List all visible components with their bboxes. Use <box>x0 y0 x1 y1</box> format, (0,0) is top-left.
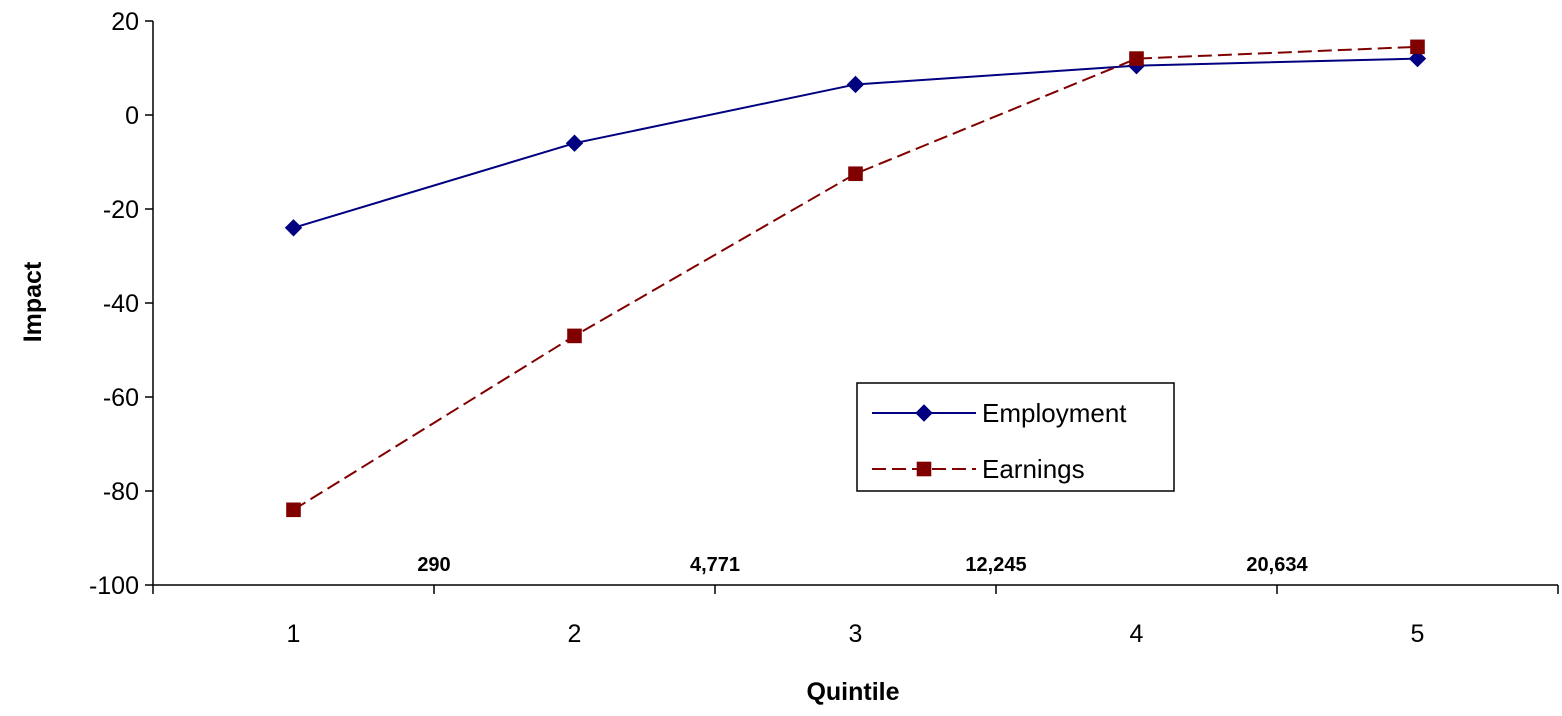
y-tick-label: 0 <box>125 102 139 130</box>
x-tick-label: 3 <box>849 620 863 648</box>
employment-point <box>565 134 584 152</box>
boundary-label: 12,245 <box>965 554 1026 576</box>
x-tick-label: 5 <box>1411 620 1425 648</box>
y-tick-label: -80 <box>103 478 139 506</box>
y-axis-title: Impact <box>19 261 47 342</box>
earnings-line <box>292 45 1418 511</box>
y-axis-ticks: 20 0 -20 -40 -60 -80 -100 <box>89 8 153 600</box>
y-tick-label: 20 <box>111 8 139 36</box>
x-tick-label: 4 <box>1130 620 1144 648</box>
employment-point <box>1408 49 1427 68</box>
y-tick-label: -60 <box>103 384 139 412</box>
boundary-label: 4,771 <box>690 554 740 576</box>
earnings-point <box>286 502 301 518</box>
legend-box <box>856 382 1175 492</box>
earnings-point <box>567 328 582 344</box>
legend-earnings-marker <box>916 461 932 477</box>
y-tick-label: -20 <box>103 196 139 224</box>
x-axis-title: Quintile <box>806 678 899 706</box>
legend-item-employment: Employment <box>872 398 1127 428</box>
boundary-label: 20,634 <box>1246 554 1308 576</box>
x-tick-label: 2 <box>568 620 582 648</box>
x-tick-label: 1 <box>287 620 301 648</box>
series-employment <box>284 49 1427 237</box>
earnings-point <box>848 166 863 182</box>
legend-employment-marker <box>915 404 933 422</box>
employment-point <box>846 75 865 94</box>
earnings-point <box>1129 51 1144 66</box>
employment-point <box>284 219 303 237</box>
chart-legend: Employment Earnings <box>856 382 1175 492</box>
chart-axes <box>152 21 1558 586</box>
series-earnings <box>286 39 1425 518</box>
earnings-point <box>1410 39 1425 55</box>
boundary-label: 290 <box>417 554 450 576</box>
legend-earnings-label: Earnings <box>982 454 1085 484</box>
y-tick-label: -40 <box>103 290 139 318</box>
legend-item-earnings: Earnings <box>872 454 1085 484</box>
x-axis-ticks: 1 2 3 4 5 <box>152 585 1559 648</box>
legend-employment-label: Employment <box>982 398 1127 428</box>
quintile-boundary-labels: 290 4,771 12,245 20,634 <box>417 554 1308 576</box>
y-tick-label: -100 <box>89 572 139 600</box>
series-layer <box>284 39 1427 518</box>
